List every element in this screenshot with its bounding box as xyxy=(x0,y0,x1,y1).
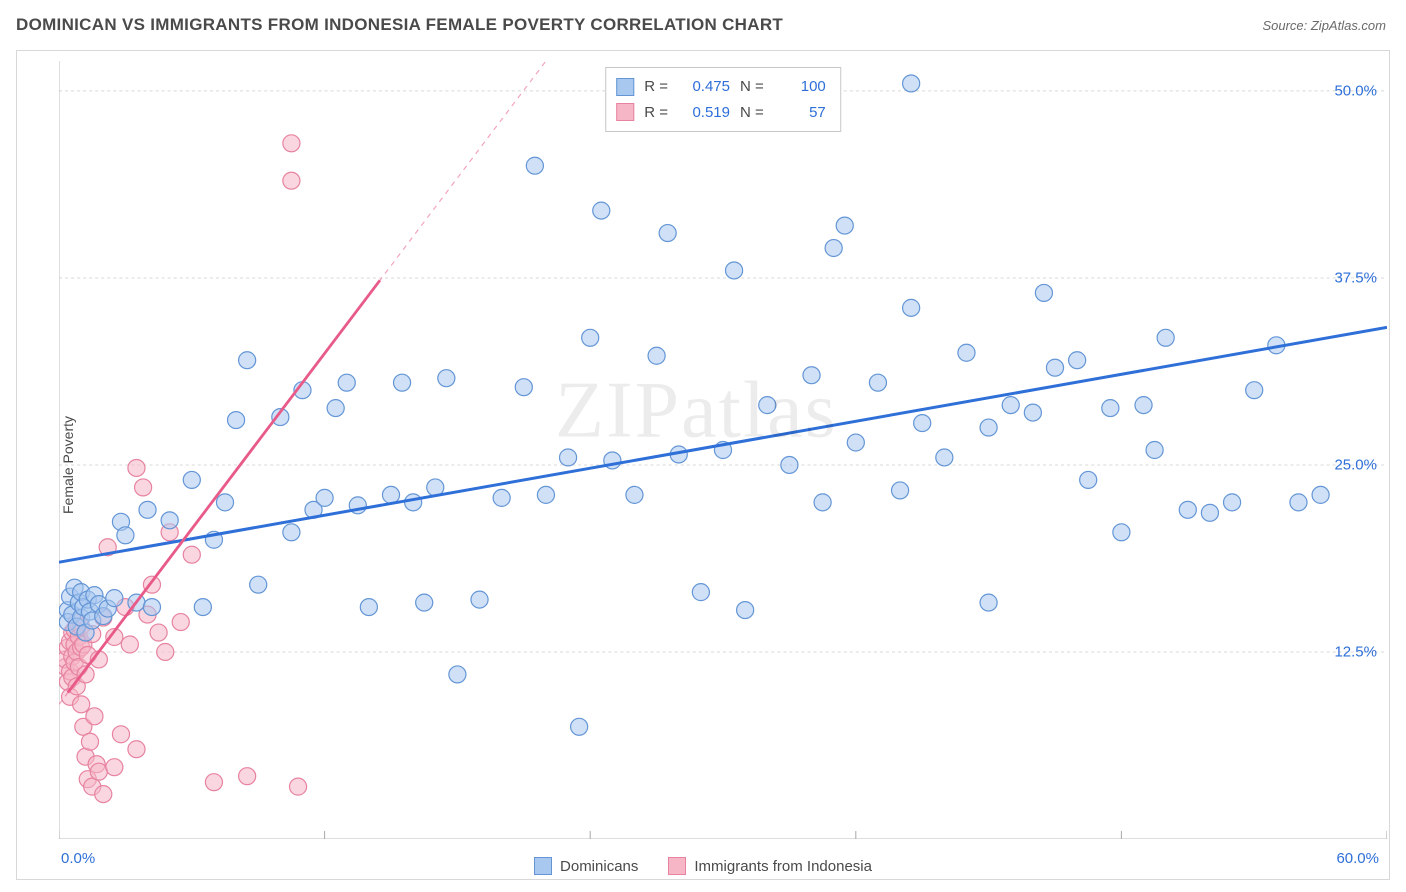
legend-item-dominicans: Dominicans xyxy=(534,857,638,875)
legend-label: Dominicans xyxy=(560,858,638,875)
source-prefix: Source: xyxy=(1262,18,1310,33)
legend-swatch-blue xyxy=(616,78,634,96)
n-label: N = xyxy=(740,100,764,126)
y-tick-label: 37.5% xyxy=(1334,269,1377,286)
plot-area: ZIPatlas 12.5%25.0%37.5%50.0% R = 0.475 … xyxy=(59,61,1387,839)
legend-item-indonesia: Immigrants from Indonesia xyxy=(668,857,872,875)
r-label: R = xyxy=(644,100,668,126)
r-label: R = xyxy=(644,74,668,100)
n-label: N = xyxy=(740,74,764,100)
bottom-legend: Dominicans Immigrants from Indonesia xyxy=(17,857,1389,875)
n-value: 100 xyxy=(774,74,826,100)
legend-swatch-blue xyxy=(534,857,552,875)
stats-row-2: R = 0.519 N = 57 xyxy=(616,100,826,126)
r-value: 0.519 xyxy=(678,100,730,126)
legend-label: Immigrants from Indonesia xyxy=(694,858,872,875)
chart-frame: Female Poverty ZIPatlas 12.5%25.0%37.5%5… xyxy=(16,50,1390,880)
legend-swatch-pink xyxy=(668,857,686,875)
chart-header: DOMINICAN VS IMMIGRANTS FROM INDONESIA F… xyxy=(0,0,1406,50)
chart-container: DOMINICAN VS IMMIGRANTS FROM INDONESIA F… xyxy=(0,0,1406,892)
r-value: 0.475 xyxy=(678,74,730,100)
n-value: 57 xyxy=(774,100,826,126)
chart-title: DOMINICAN VS IMMIGRANTS FROM INDONESIA F… xyxy=(16,15,783,35)
stats-legend: R = 0.475 N = 100 R = 0.519 N = 57 xyxy=(605,67,841,132)
chart-source: Source: ZipAtlas.com xyxy=(1262,18,1386,33)
source-name: ZipAtlas.com xyxy=(1311,18,1386,33)
y-tick-label: 25.0% xyxy=(1334,456,1377,473)
y-tick-label: 12.5% xyxy=(1334,643,1377,660)
legend-swatch-pink xyxy=(616,103,634,121)
y-tick-label: 50.0% xyxy=(1334,82,1377,99)
scatter-svg xyxy=(59,61,1387,839)
stats-row-1: R = 0.475 N = 100 xyxy=(616,74,826,100)
